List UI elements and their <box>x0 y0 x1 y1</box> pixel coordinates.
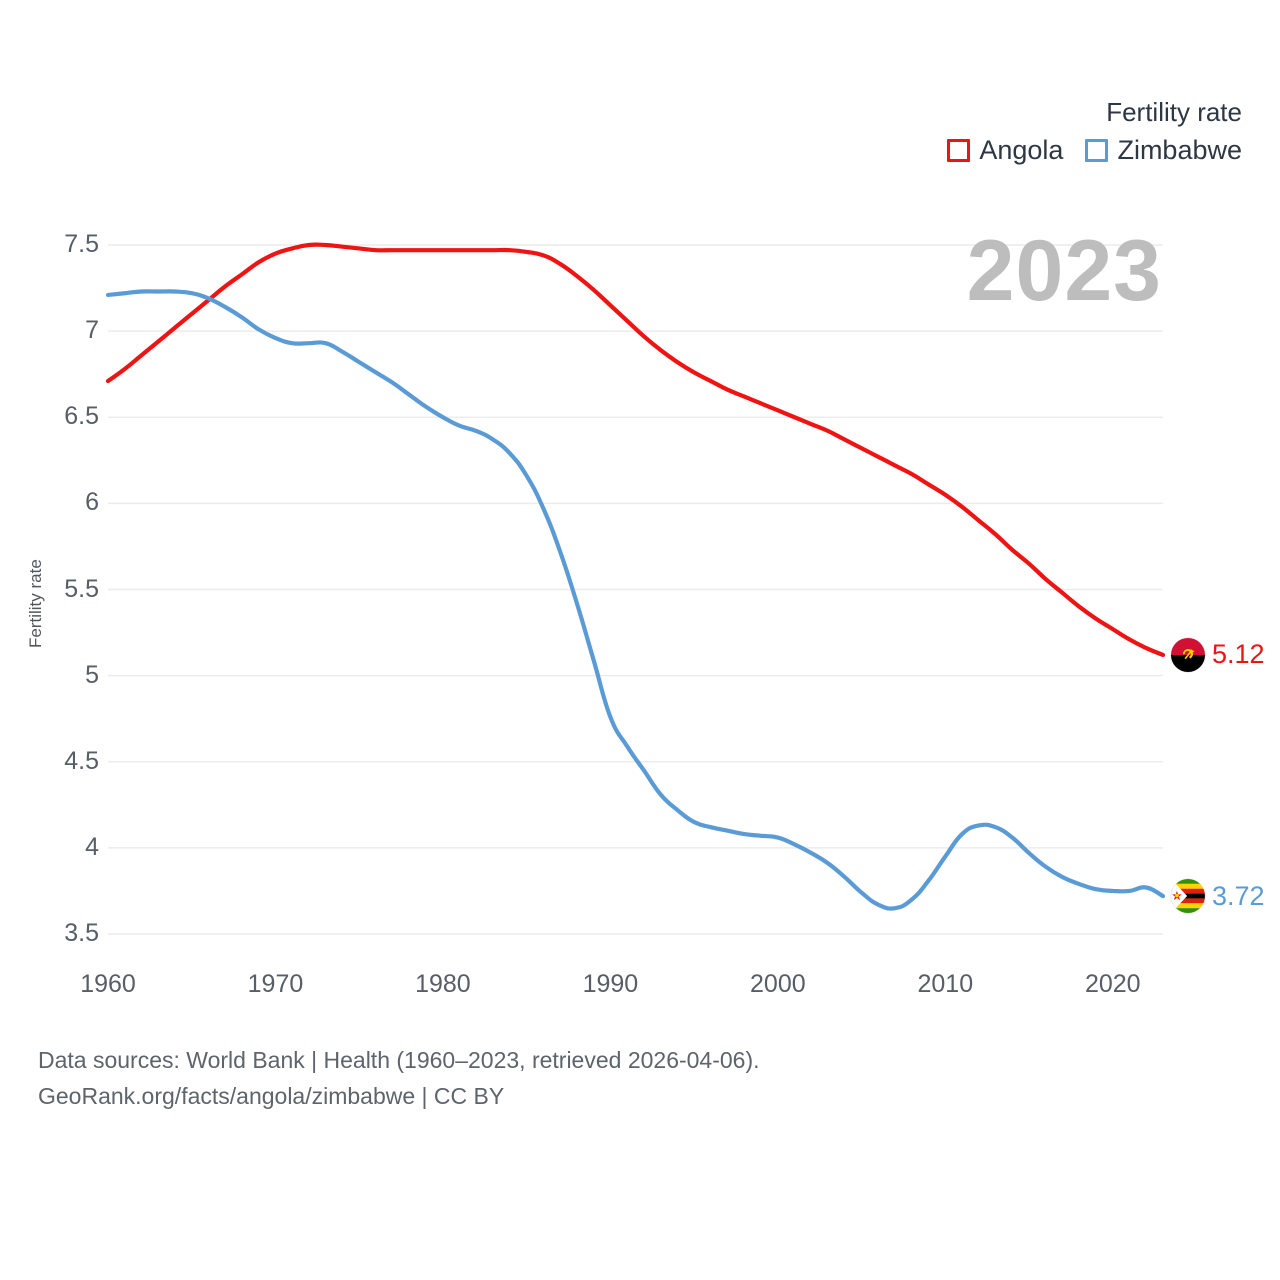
legend-title: Fertility rate <box>1106 97 1242 127</box>
y-tick-label: 5.5 <box>64 574 99 603</box>
footer-line-url[interactable]: GeoRank.org/facts/angola/zimbabwe | CC B… <box>38 1082 505 1109</box>
x-tick-label: 2010 <box>917 970 974 998</box>
footer-line-sources: Data sources: World Bank | Health (1960–… <box>38 1047 760 1073</box>
zimbabwe-flag-icon <box>1171 879 1205 914</box>
legend-swatch-angola-icon <box>947 138 971 162</box>
year-watermark: 2023 <box>966 223 1162 319</box>
y-axis-title: Fertility rate <box>26 559 45 648</box>
x-tick-label: 1990 <box>582 970 639 998</box>
x-tick-label: 2000 <box>750 970 806 998</box>
series-line-zimbabwe <box>105 289 1166 911</box>
series-lines <box>105 242 1166 911</box>
y-tick-label: 4.5 <box>64 746 99 775</box>
chart-legend: Fertility rate Angola Zimbabwe <box>947 96 1242 166</box>
legend-swatch-zimbabwe-icon <box>1085 138 1109 162</box>
x-tick-label: 1960 <box>80 970 136 998</box>
end-marker-zimbabwe: 3.72 <box>1171 879 1265 914</box>
y-tick-label: 5 <box>85 660 99 689</box>
y-tick-label: 7.5 <box>64 230 99 258</box>
x-tick-label: 1970 <box>247 970 304 998</box>
legend-label-angola: Angola <box>979 134 1064 165</box>
y-tick-label: 6.5 <box>64 402 99 431</box>
legend-items: Angola Zimbabwe <box>947 135 1242 166</box>
y-tick-label: 3.5 <box>64 919 99 947</box>
end-value-zimbabwe: 3.72 <box>1212 880 1265 911</box>
x-tick-label: 1980 <box>415 970 471 998</box>
legend-item-angola[interactable]: Angola <box>947 135 1063 166</box>
end-value-angola: 5.12 <box>1212 639 1265 670</box>
y-tick-label: 6 <box>85 488 99 517</box>
x-tick-label: 2020 <box>1084 970 1141 998</box>
series-line-angola <box>105 242 1166 658</box>
legend-item-zimbabwe[interactable]: Zimbabwe <box>1085 135 1242 166</box>
legend-label-zimbabwe: Zimbabwe <box>1117 134 1242 165</box>
y-tick-label: 7 <box>85 316 99 345</box>
y-tick-label: 4 <box>85 832 99 861</box>
footer-attribution: Data sources: World Bank | Health (1960–… <box>38 1043 760 1114</box>
angola-flag-icon <box>1171 637 1205 672</box>
end-marker-angola: 5.12 <box>1171 637 1265 672</box>
